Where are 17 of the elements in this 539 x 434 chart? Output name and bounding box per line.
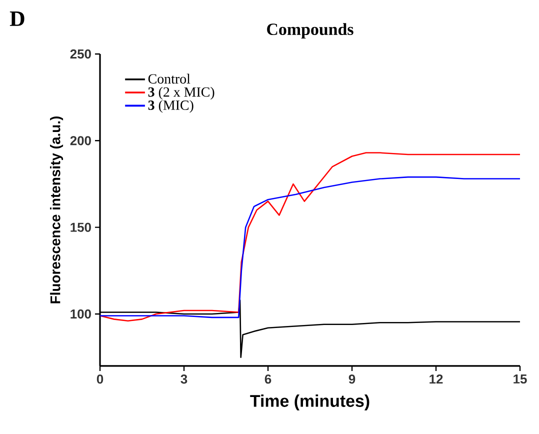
text: D xyxy=(10,12,24,26)
x-tick-label: 15 xyxy=(514,374,527,384)
x-tick-label: 0 xyxy=(96,374,104,384)
legend-label: Control xyxy=(148,74,190,84)
y-tick-label: 150 xyxy=(70,222,91,232)
legend-label: 3 (2 x MIC) xyxy=(148,86,214,100)
y-tick-label: 200 xyxy=(70,136,91,146)
legend-label: 3 (MIC) xyxy=(148,100,194,113)
x-axis-title: Time (minutes) xyxy=(250,394,370,410)
x-tick-label: 3 xyxy=(180,374,188,384)
x-tick-label: 6 xyxy=(264,374,272,384)
y-axis-title: Fluorescence intensity (a.u.) xyxy=(50,116,64,304)
x-tick-label: 12 xyxy=(430,374,443,384)
y-tick-label: 100 xyxy=(70,309,91,319)
x-tick-label: 9 xyxy=(348,374,356,384)
chart-title: Compounds xyxy=(267,23,354,38)
y-tick-label: 250 xyxy=(70,49,91,59)
